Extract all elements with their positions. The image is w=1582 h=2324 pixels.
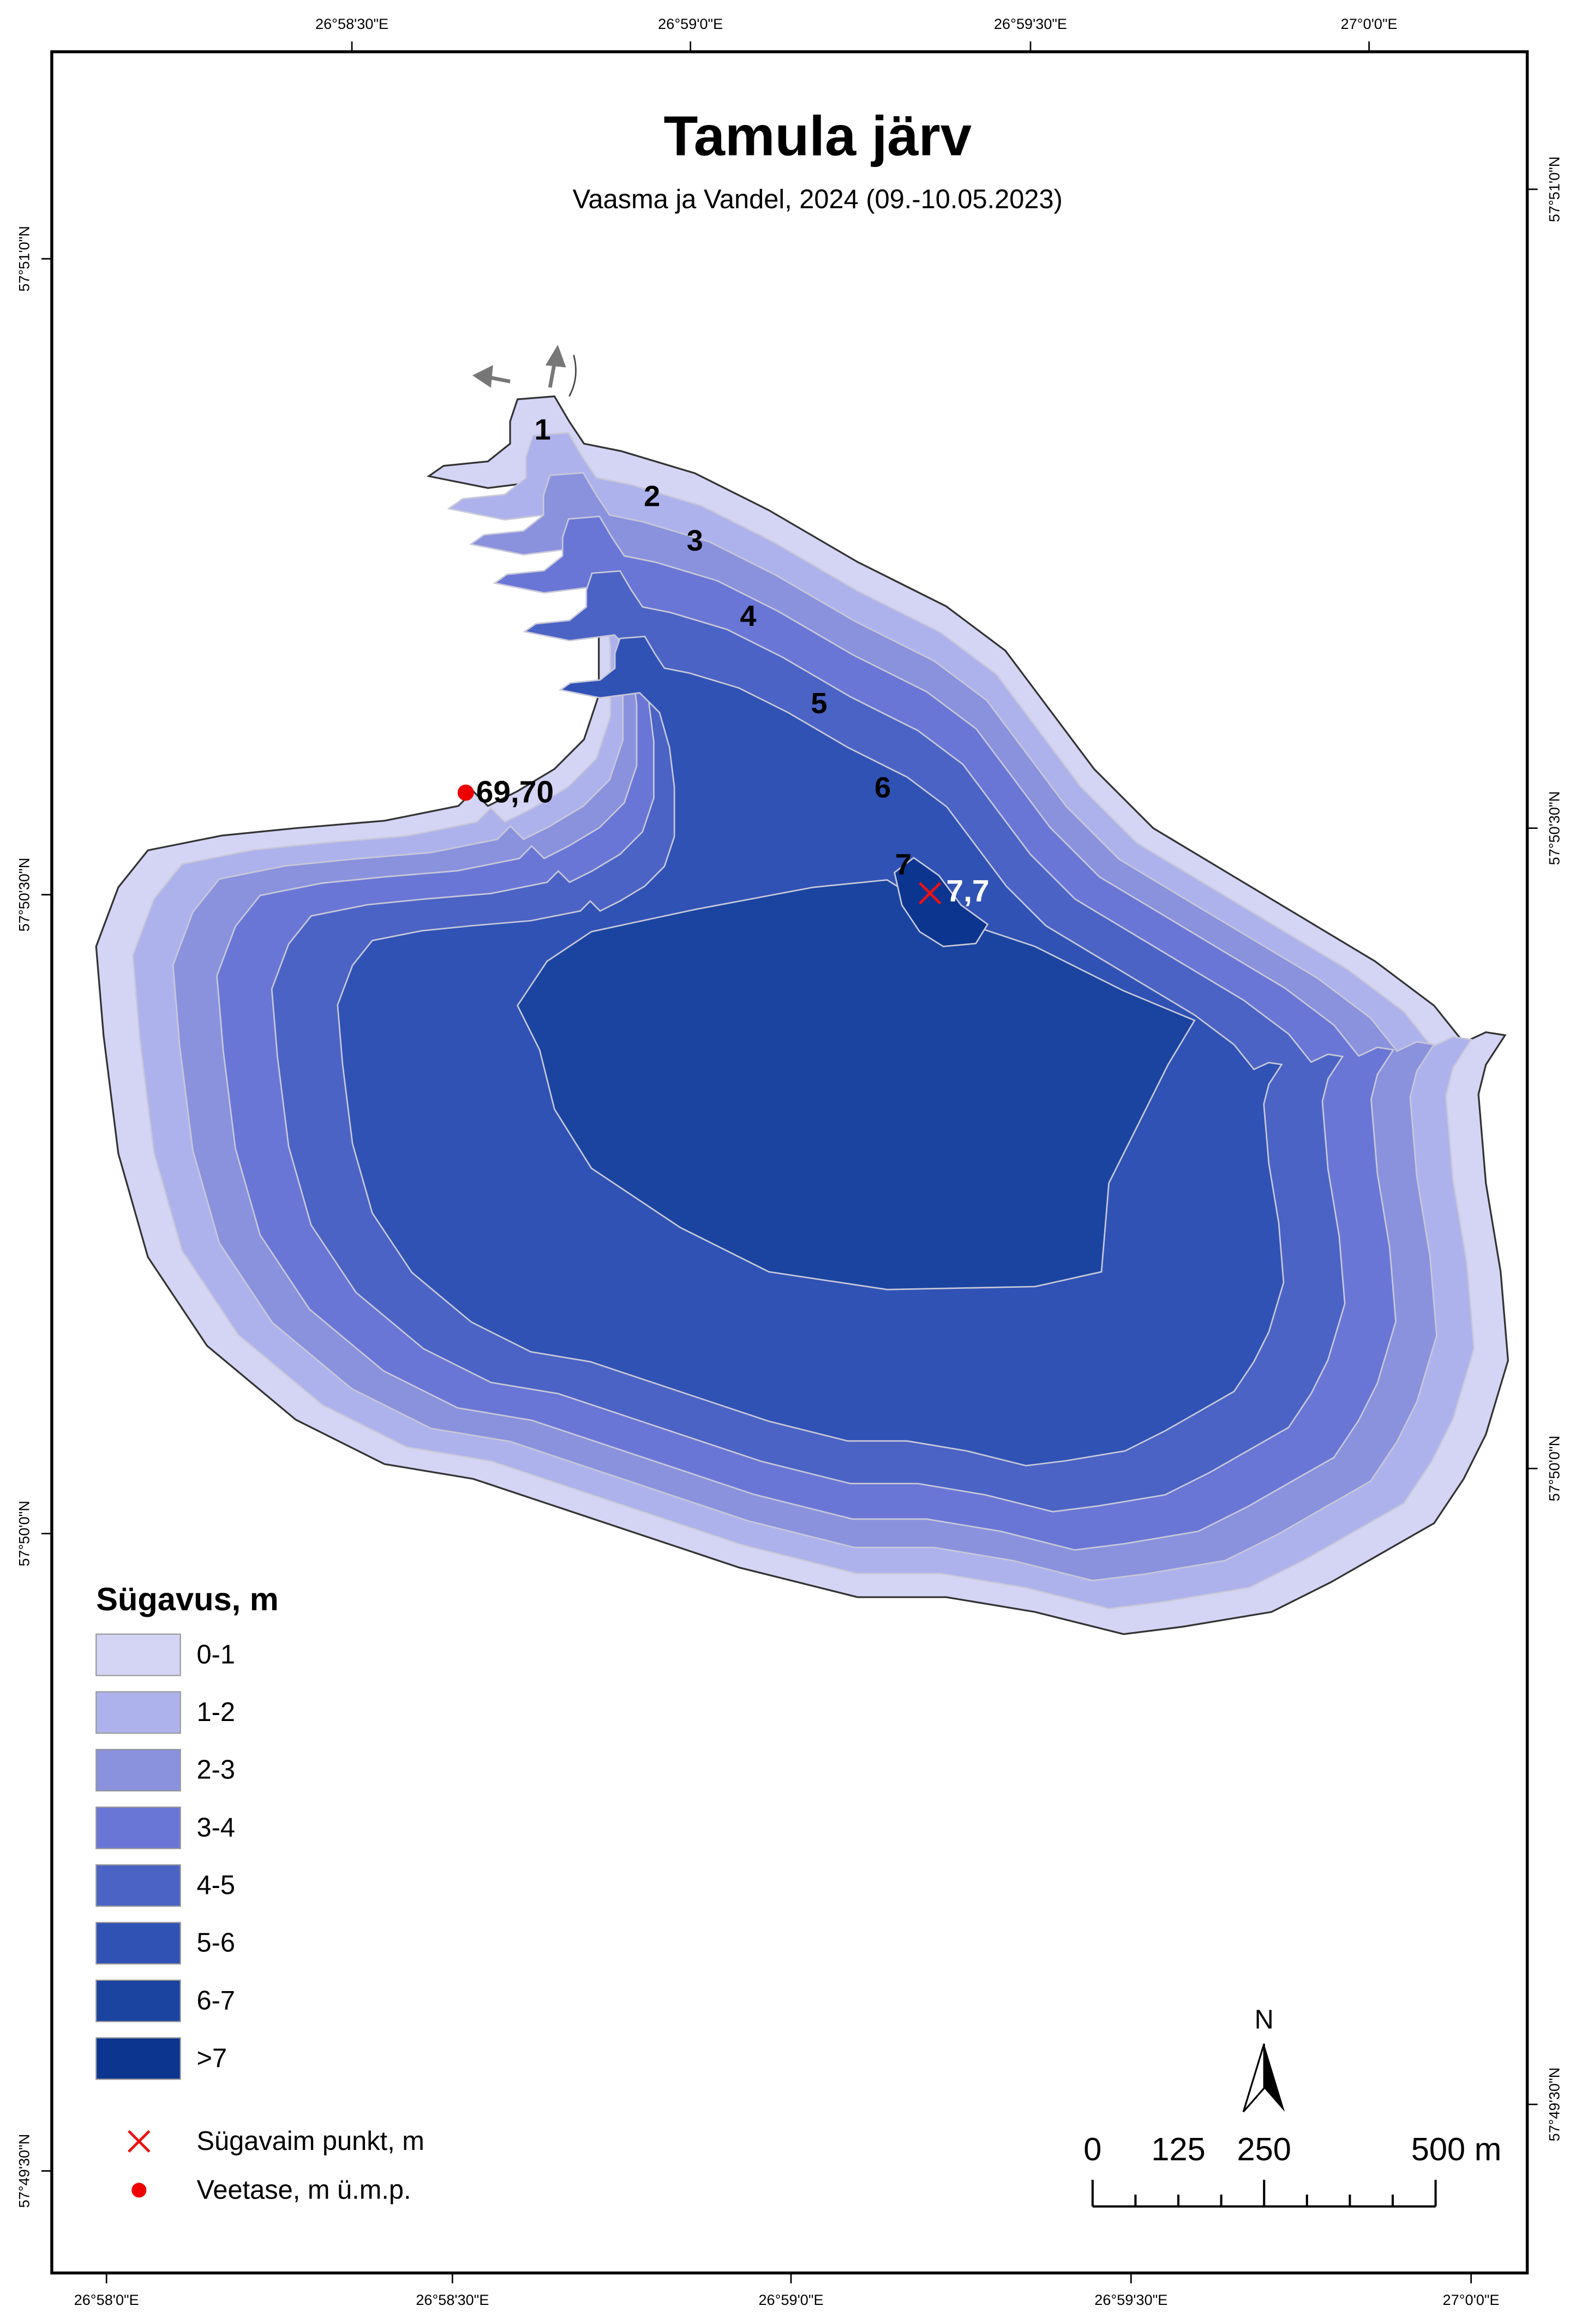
map-subtitle: Vaasma ja Vandel, 2024 (09.-10.05.2023) <box>573 184 1063 214</box>
lake <box>95 395 1509 1635</box>
contour-label: 4 <box>740 600 756 632</box>
graticule-label: 57°51'0"N <box>15 226 32 292</box>
deepest-point-label: 7,7 <box>946 874 990 909</box>
scale-label: 250 <box>1237 2131 1291 2167</box>
legend-label: 3-4 <box>197 1813 235 1842</box>
scale-label: 500 m <box>1411 2131 1502 2167</box>
legend-label: 2-3 <box>197 1755 235 1785</box>
legend-swatch <box>95 2037 181 2080</box>
graticule-label: 57°50'30"N <box>1545 791 1562 865</box>
scale-label: 0 <box>1083 2131 1101 2167</box>
contour-label: 5 <box>811 687 827 720</box>
legend-swatch <box>95 1691 181 1734</box>
legend-label: Sügavaim punkt, m <box>197 2126 424 2156</box>
legend-swatch <box>95 1864 181 1907</box>
graticule-label: 57°50'0"N <box>1545 1436 1562 1502</box>
graticule-label: 57°49'30"N <box>15 2134 32 2208</box>
legend-label: 1-2 <box>197 1698 235 1727</box>
graticule-label: 26°58'30"E <box>315 15 388 32</box>
scale-label: 125 <box>1151 2131 1205 2167</box>
water-level-label: 69,70 <box>476 774 554 809</box>
legend-label: Veetase, m ü.m.p. <box>197 2175 411 2204</box>
legend-label: 4-5 <box>197 1871 235 1900</box>
legend-water-marker <box>131 2183 147 2198</box>
contour-label: 7 <box>895 848 912 881</box>
contour-label: 3 <box>687 524 703 557</box>
graticule-label: 57°51'0"N <box>1545 157 1562 223</box>
graticule-label: 57°50'30"N <box>15 858 32 932</box>
graticule-label: 27°0'0"E <box>1443 2291 1500 2308</box>
contour-label: 1 <box>535 414 551 446</box>
graticule-label: 26°59'0"E <box>758 2291 823 2308</box>
north-label: N <box>1255 2005 1274 2035</box>
map-title: Tamula järv <box>663 105 972 168</box>
legend-swatch <box>95 1922 181 1965</box>
graticule-label: 26°59'30"E <box>1094 2291 1167 2308</box>
legend-swatch <box>95 1749 181 1792</box>
scale-bar <box>1091 2179 1437 2208</box>
contour-label: 6 <box>874 772 891 804</box>
water-level-marker <box>457 784 474 801</box>
depth-zone <box>894 857 989 947</box>
legend-label: >7 <box>197 2044 227 2073</box>
map-frame <box>50 50 1529 2275</box>
graticule-label: 27°0'0"E <box>1341 15 1398 32</box>
legend-label: 5-6 <box>197 1928 235 1958</box>
flow-arrows <box>472 344 577 397</box>
legend-swatch <box>95 1979 181 2022</box>
depth-zone <box>517 879 1196 1291</box>
graticule-label: 57°50'0"N <box>15 1501 32 1567</box>
legend-swatch <box>95 1633 181 1676</box>
graticule-label: 26°58'30"E <box>416 2291 489 2308</box>
legend-label: 0-1 <box>197 1640 235 1669</box>
graticule-label: 26°59'0"E <box>658 15 723 32</box>
legend-title: Sügavus, m <box>96 1581 279 1617</box>
legend-swatch <box>95 1806 181 1849</box>
contour-label: 2 <box>644 480 660 513</box>
north-arrow: N <box>1242 2005 1285 2113</box>
graticule-label: 26°59'30"E <box>994 15 1067 32</box>
legend-deepest-marker <box>128 2130 151 2153</box>
graticule-label: 57°49'30"N <box>1545 2068 1562 2142</box>
legend-label: 6-7 <box>197 1986 235 2015</box>
graticule-label: 26°58'0"E <box>74 2291 139 2308</box>
deepest-point-marker <box>919 882 942 905</box>
